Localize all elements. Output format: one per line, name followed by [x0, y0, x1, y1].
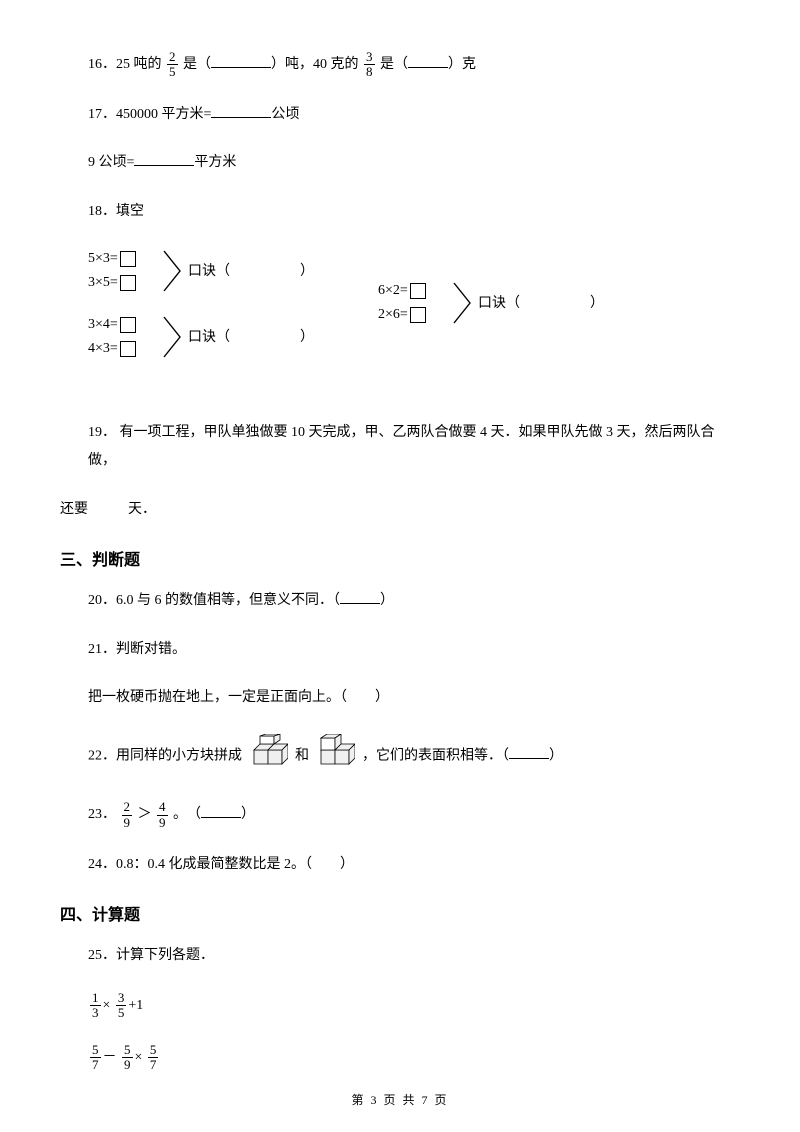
question-17b: 9 公顷=平方米 [60, 150, 740, 177]
brace-icon [162, 249, 184, 293]
blank [211, 104, 271, 118]
multiplication-diagram: 5×3= 3×5= 口诀（） 3×4= 4×3= 口诀（） 6×2= 2×6= … [88, 247, 740, 397]
fraction: 59 [122, 1043, 133, 1073]
section-4-title: 四、计算题 [60, 901, 740, 925]
expression-1: 13× 35+1 [60, 991, 740, 1021]
fraction: 35 [116, 991, 127, 1021]
answer-box [120, 341, 136, 357]
question-19: 19． 有一项工程，甲队单独做要 10 天完成，甲、乙两队合做要 4 天．如果甲… [60, 419, 740, 475]
question-19b: 还要天． [60, 497, 740, 524]
answer-box [410, 283, 426, 299]
answer-box [410, 307, 426, 323]
section-3-title: 三、判断题 [60, 546, 740, 570]
question-21b: 把一枚硬币抛在地上，一定是正面向上。（ ） [60, 685, 740, 712]
brace-icon [162, 315, 184, 359]
answer-box [120, 275, 136, 291]
blank [201, 804, 241, 818]
blank [509, 745, 549, 759]
q16-num: 16 [88, 57, 102, 72]
brace-icon [452, 281, 474, 325]
question-20: 20．6.0 与 6 的数值相等，但意义不同．（） [60, 588, 740, 615]
fraction: 57 [90, 1043, 101, 1073]
answer-box [120, 251, 136, 267]
question-24: 24．0.8：0.4 化成最简整数比是 2。（ ） [60, 852, 740, 879]
fraction: 57 [148, 1043, 159, 1073]
fraction-2-9: 29 [122, 800, 133, 830]
blank [134, 152, 194, 166]
cube-icon [317, 734, 355, 779]
question-17: 17．450000 平方米=公顷 [60, 102, 740, 129]
fraction-3-8: 38 [364, 50, 375, 80]
blank [340, 590, 380, 604]
question-23: 23． 29 ＞ 49 。 （） [60, 800, 740, 830]
question-21: 21．判断对错。 [60, 637, 740, 664]
question-18: 18．填空 [60, 199, 740, 226]
expression-2: 57－ 59× 57 [60, 1043, 740, 1073]
answer-box [120, 317, 136, 333]
question-25: 25．计算下列各题． [60, 943, 740, 970]
fraction-4-9: 49 [157, 800, 168, 830]
page-footer: 第 3 页 共 7 页 [0, 1091, 800, 1108]
blank [211, 54, 271, 68]
cube-icon [250, 734, 288, 779]
question-16: 16．25 吨的 25 是（）吨，40 克的 38 是（）克 [60, 50, 740, 80]
fraction-2-5: 25 [167, 50, 178, 80]
question-22: 22．用同样的小方块拼成 和 ，它们的表面积相等．（） [60, 734, 740, 779]
fraction: 13 [90, 991, 101, 1021]
blank [408, 54, 448, 68]
